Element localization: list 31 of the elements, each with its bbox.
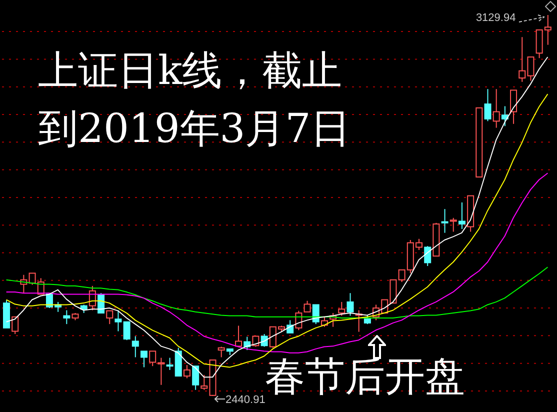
candlestick [183,364,190,379]
candlestick [200,374,208,390]
candlestick [484,88,492,122]
candlestick [63,310,70,325]
text: 上证日k线，截止到2019年3月7日 [38,47,352,154]
candlestick [140,350,148,368]
candlestick [123,321,130,341]
candlestick [114,310,122,332]
candlestick [501,106,508,127]
candlestick [441,208,448,234]
candlestick [492,88,500,128]
candlestick [338,301,346,316]
annotation: 2440.91 [226,394,266,406]
annotation: 3129.94 [476,12,516,24]
candlestick [106,310,114,325]
candlestick [218,346,225,358]
candlestick [458,202,466,230]
candlestick [158,357,165,386]
candlestick [192,366,200,390]
candlestick [320,316,328,328]
candlestick [132,336,139,358]
annotation: 春节后开盘 [265,353,465,402]
candlestick [346,292,354,316]
candlestick [304,300,311,312]
candlestick [260,334,268,348]
candlestick [235,325,242,348]
candlestick [510,90,518,124]
candlestick [450,217,457,232]
candlestick [12,316,19,335]
candlestick [149,350,156,367]
candlestick [424,246,432,267]
